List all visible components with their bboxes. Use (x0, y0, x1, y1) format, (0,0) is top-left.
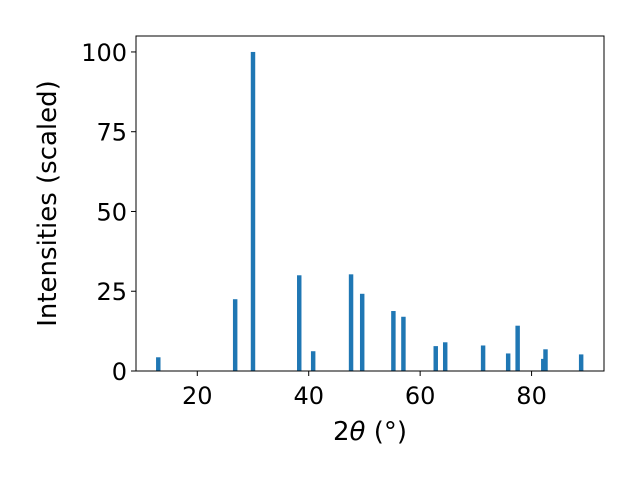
y-tick-label-0: 0 (112, 358, 127, 386)
x-axis: 20 40 60 80 (182, 371, 547, 410)
x-axis-label-symbol: θ (350, 417, 366, 447)
x-tick-label-0: 20 (182, 382, 213, 410)
plot-frame (135, 35, 605, 372)
x-tick-label-3: 80 (516, 382, 547, 410)
y-tick-label-3: 75 (96, 119, 127, 147)
bar-12 (505, 353, 511, 371)
x-tick-label-1: 40 (293, 382, 324, 410)
y-tick-label-2: 50 (96, 198, 127, 226)
bar-7 (391, 311, 396, 371)
bar-2 (250, 51, 256, 371)
x-axis-label-prefix: 2 (333, 417, 350, 447)
y-tick-label-1: 25 (96, 278, 127, 306)
bar-10 (442, 342, 448, 371)
bar-8 (401, 316, 406, 371)
y-tick-label-4: 100 (81, 39, 127, 67)
bar-4 (310, 351, 316, 371)
x-axis-label: 2θ (°) (333, 417, 407, 447)
bar-13 (515, 325, 520, 371)
bar-3 (297, 275, 302, 371)
bar-6 (359, 293, 365, 371)
bar-11 (480, 345, 486, 371)
y-axis: 0 25 50 75 100 (81, 39, 136, 386)
bar-1 (232, 299, 238, 371)
y-axis-label: Intensities (scaled) (33, 80, 63, 327)
bar-15 (543, 349, 548, 371)
x-tick-label-2: 60 (405, 382, 436, 410)
bar-0 (156, 357, 161, 371)
bar-9 (433, 346, 438, 371)
bar-16 (578, 354, 584, 371)
bar-5 (348, 274, 354, 371)
bars-group (156, 51, 584, 371)
x-axis-label-unit: (°) (365, 417, 407, 447)
